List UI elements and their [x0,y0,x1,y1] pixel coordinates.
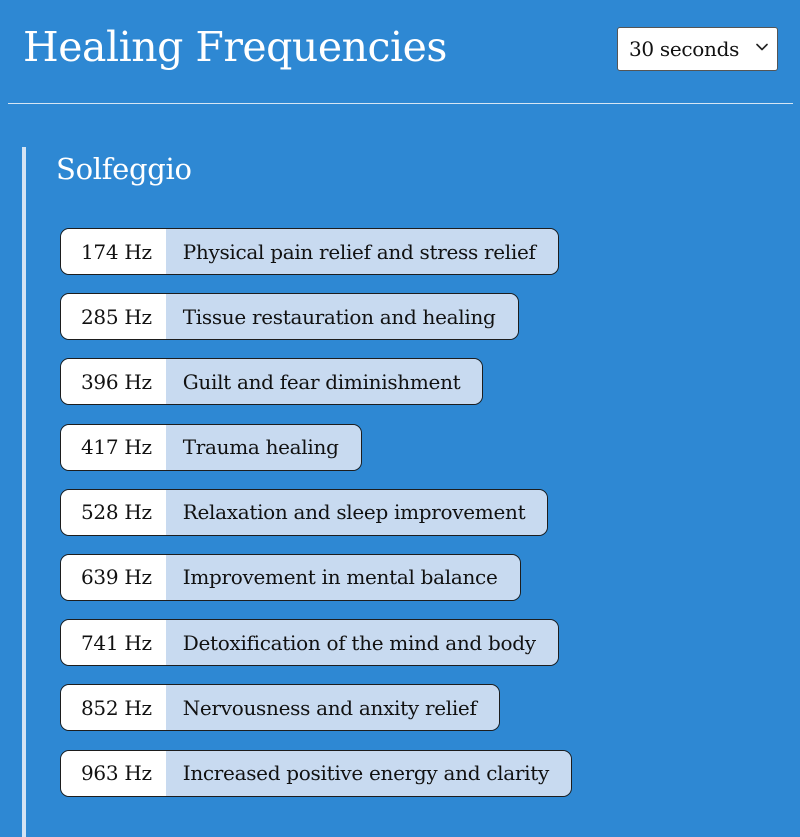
frequency-hz: 741 Hz [61,620,166,666]
header-divider [8,103,793,104]
frequency-hz: 417 Hz [61,424,166,470]
frequency-hz: 285 Hz [61,294,166,340]
frequency-hz: 396 Hz [61,359,166,405]
page-title: Healing Frequencies [23,23,447,71]
frequency-description: Increased positive energy and clarity [165,750,571,796]
frequency-description: Improvement in mental balance [165,554,520,600]
duration-select[interactable]: 30 seconds [617,27,778,71]
frequency-item-852[interactable]: 852 Hz Nervousness and anxity relief [60,684,500,732]
frequency-description: Trauma healing [165,424,361,470]
page-header: Healing Frequencies 30 seconds [0,0,800,104]
frequency-item-963[interactable]: 963 Hz Increased positive energy and cla… [60,749,572,797]
frequency-item-285[interactable]: 285 Hz Tissue restauration and healing [60,293,519,341]
frequency-hz: 639 Hz [61,554,166,600]
section-title: Solfeggio [56,152,192,186]
frequency-description: Physical pain relief and stress relief [165,229,558,274]
solfeggio-section: Solfeggio 174 Hz Physical pain relief an… [22,147,786,837]
frequency-hz: 174 Hz [61,229,166,274]
frequency-description: Guilt and fear diminishment [165,359,483,405]
frequency-item-528[interactable]: 528 Hz Relaxation and sleep improvement [60,488,549,536]
frequency-description: Detoxification of the mind and body [165,620,558,666]
frequency-item-174[interactable]: 174 Hz Physical pain relief and stress r… [60,228,559,275]
frequency-item-396[interactable]: 396 Hz Guilt and fear diminishment [60,358,484,406]
frequency-description: Nervousness and anxity relief [165,685,499,731]
frequency-description: Tissue restauration and healing [165,294,518,340]
duration-select-value: 30 seconds [629,37,740,61]
frequency-hz: 528 Hz [61,489,166,535]
frequency-hz: 963 Hz [61,750,166,796]
chevron-down-icon [756,43,768,51]
frequency-hz: 852 Hz [61,685,166,731]
frequency-item-741[interactable]: 741 Hz Detoxification of the mind and bo… [60,619,559,667]
frequency-description: Relaxation and sleep improvement [165,489,548,535]
frequency-list: 174 Hz Physical pain relief and stress r… [60,228,572,815]
frequency-item-639[interactable]: 639 Hz Improvement in mental balance [60,553,521,601]
frequency-item-417[interactable]: 417 Hz Trauma healing [60,423,362,471]
